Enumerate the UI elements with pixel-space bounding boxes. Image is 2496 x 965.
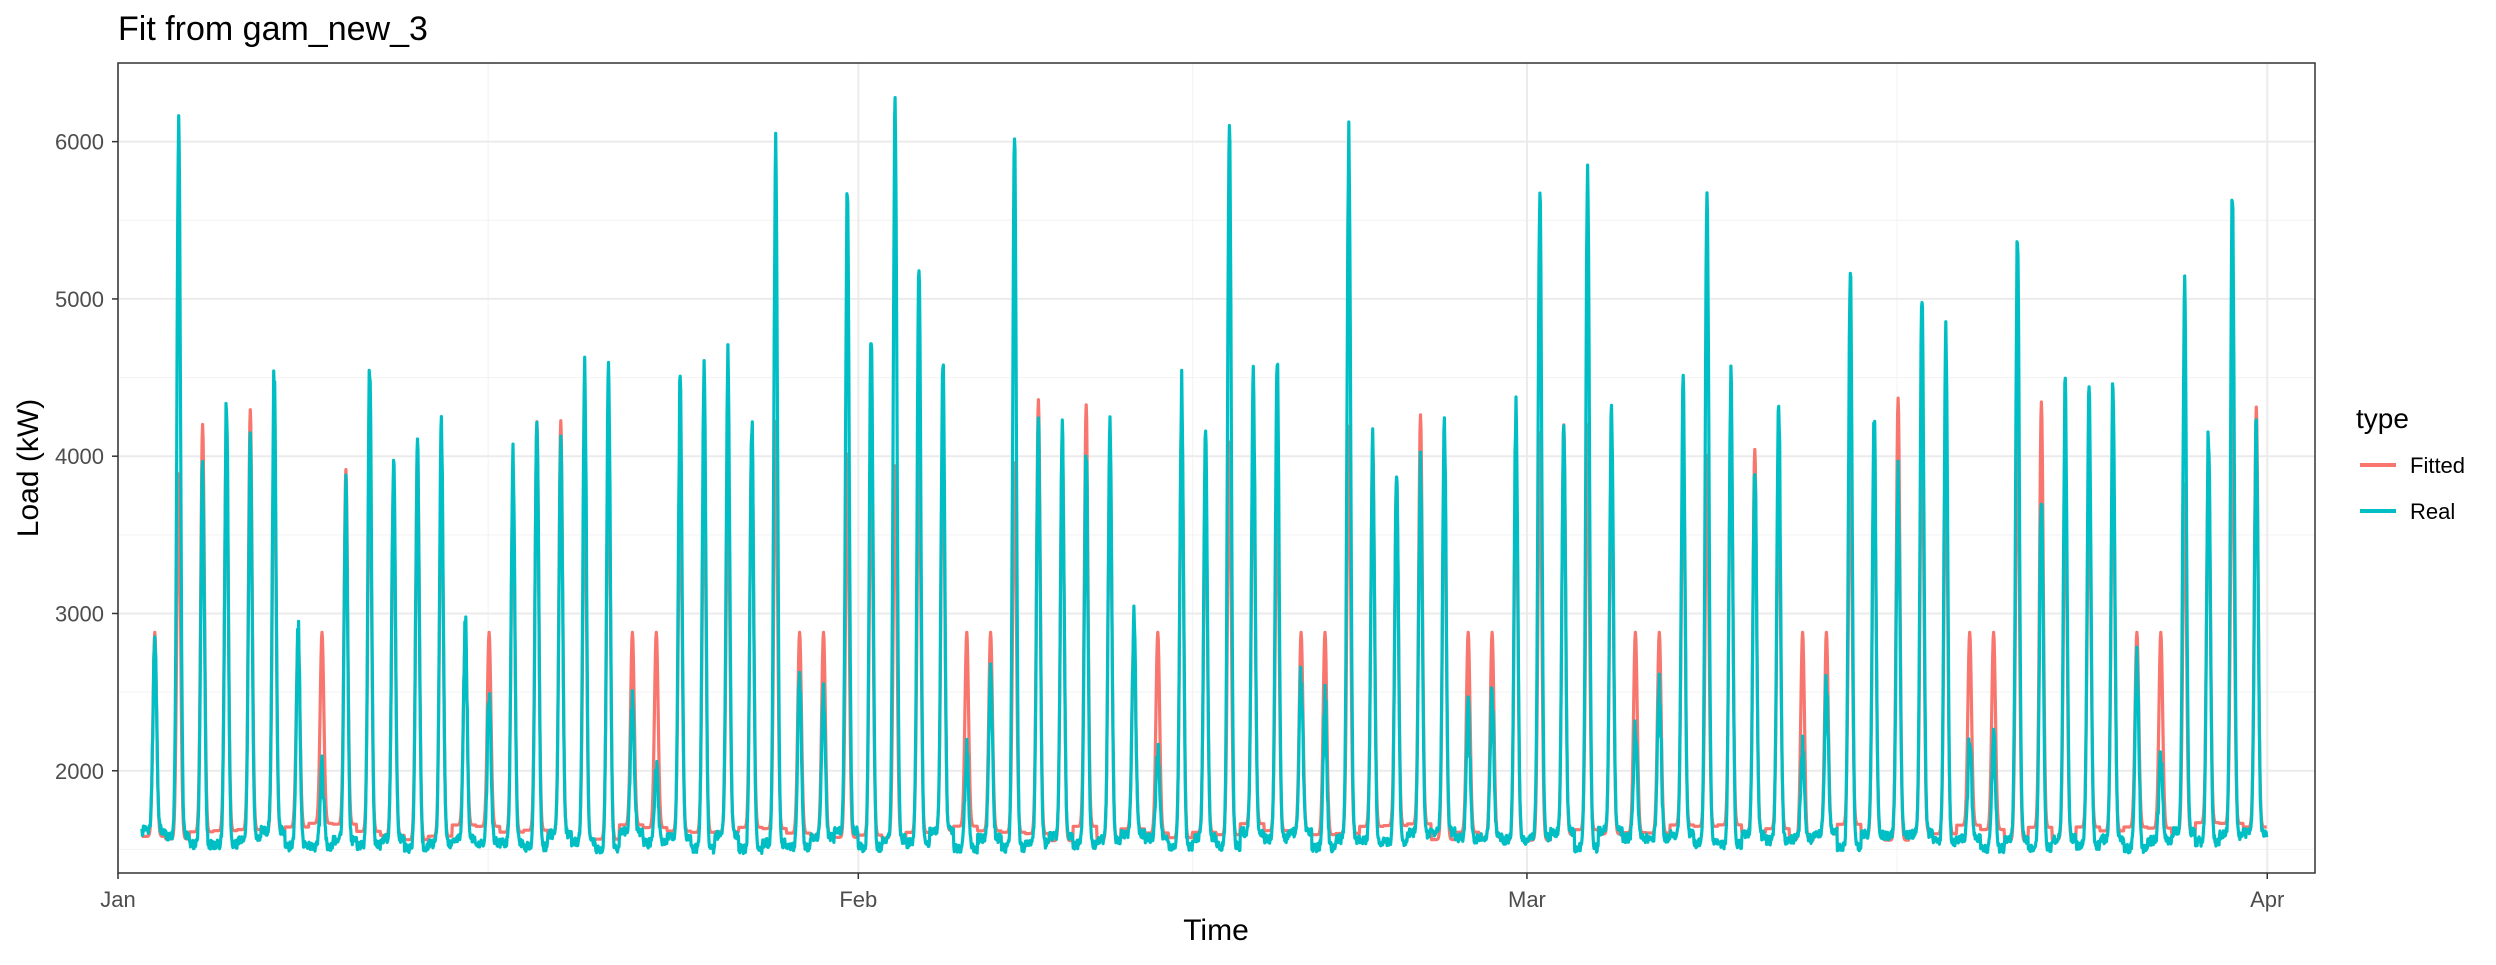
legend: type Fitted Real xyxy=(2356,403,2465,524)
grid-minor xyxy=(118,63,2315,873)
y-tick-label: 4000 xyxy=(55,444,104,469)
series-line-real xyxy=(140,96,2269,856)
legend-items: Fitted Real xyxy=(2360,453,2465,524)
x-axis-label: Time xyxy=(1183,914,1249,947)
y-tick-label: 6000 xyxy=(55,130,104,155)
x-axis: Jan Feb Mar Apr xyxy=(100,873,2284,912)
legend-label-real: Real xyxy=(2410,499,2455,524)
legend-title: type xyxy=(2356,403,2409,434)
chart-title: Fit from gam_new_3 xyxy=(118,10,428,48)
legend-label-fitted: Fitted xyxy=(2410,453,2465,478)
x-tick-label: Mar xyxy=(1508,887,1546,912)
panel-background xyxy=(118,63,2315,873)
y-axis-label: Load (kW) xyxy=(12,399,45,537)
x-tick-label: Jan xyxy=(100,887,135,912)
y-tick-label: 2000 xyxy=(55,759,104,784)
panel-border xyxy=(117,62,2316,874)
series-layer xyxy=(140,96,2269,856)
y-tick-label: 3000 xyxy=(55,601,104,626)
y-tick-label: 5000 xyxy=(55,287,104,312)
y-axis: 2000 3000 4000 5000 6000 xyxy=(55,130,118,784)
x-tick-label: Feb xyxy=(839,887,877,912)
x-tick-label: Apr xyxy=(2250,887,2284,912)
